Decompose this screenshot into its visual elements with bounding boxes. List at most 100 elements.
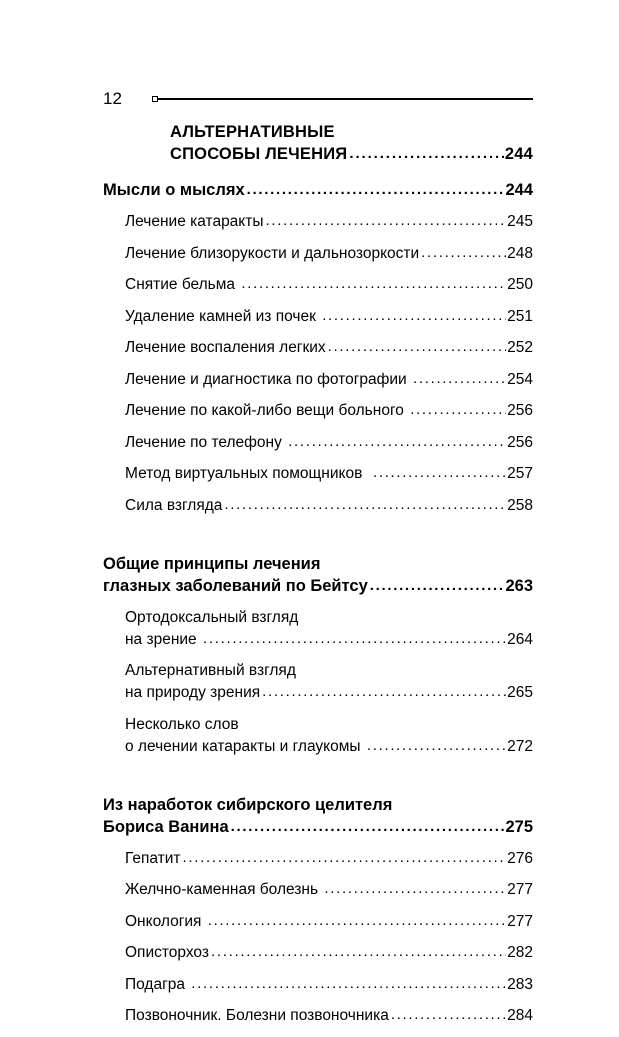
toc-entry-line-final: Онкология 277 xyxy=(125,911,533,933)
toc-entry-title: Позвоночник. Болезни позвоночника xyxy=(125,1007,389,1024)
toc-entry-title: АЛЬТЕРНАТИВНЫЕ xyxy=(170,123,335,141)
toc-entry-line-final: Метод виртуальных помощников 257 xyxy=(125,463,533,485)
toc-entry[interactable]: Удаление камней из почек 251 xyxy=(125,306,533,328)
dot-leader xyxy=(349,143,503,165)
dot-leader xyxy=(224,494,506,516)
toc-entry[interactable]: Сила взгляда 258 xyxy=(125,495,533,517)
toc-entry-page-number: 263 xyxy=(505,576,533,595)
toc-entry-page-number: 283 xyxy=(507,975,533,993)
toc-group-heading[interactable]: Из наработок сибирского целителя Бориса В… xyxy=(103,794,533,839)
toc-entry-title: Мысли о мыслях xyxy=(103,181,245,199)
dot-leader xyxy=(413,368,506,390)
toc-entry-line-final: Лечение катаракты 245 xyxy=(125,211,533,233)
toc-entry-title: Онкология xyxy=(125,912,206,930)
toc-entry[interactable]: Лечение по какой-либо вещи больного 256 xyxy=(125,400,533,422)
toc-entry[interactable]: Онкология 277 xyxy=(125,911,533,933)
toc-entry[interactable]: Желчно-каменная болезнь 277 xyxy=(125,879,533,901)
toc-entry[interactable]: Позвоночник. Болезни позвоночника 284 xyxy=(125,1005,533,1027)
toc-entry-line: Несколько слов xyxy=(125,714,533,736)
toc-entry-page-number: 254 xyxy=(507,370,533,388)
toc-entry-line-final: Лечение по телефону 256 xyxy=(125,432,533,454)
toc-entry[interactable]: Лечение по телефону 256 xyxy=(125,432,533,454)
toc-entry-title: Удаление камней из почек xyxy=(125,307,321,325)
toc-entry[interactable]: Снятие бельма 250 xyxy=(125,274,533,296)
toc-entry[interactable]: Подагра 283 xyxy=(125,974,533,996)
dot-leader xyxy=(183,847,507,869)
toc-entry[interactable]: Лечение и диагностика по фотографии 254 xyxy=(125,369,533,391)
toc-entry-title: о лечении катаракты и глаукомы xyxy=(125,737,365,755)
toc-entry-line-final: Лечение воспаления легких 252 xyxy=(125,337,533,359)
toc-entry-page-number: 251 xyxy=(507,307,533,325)
toc-entry-line-final: Гепатит 276 xyxy=(125,848,533,870)
toc-entry-title: Желчно-каменная болезнь xyxy=(125,881,323,898)
toc-entry-page-number: 256 xyxy=(507,402,533,419)
toc-entry-title: Альтернативный взгляд xyxy=(125,662,296,679)
dot-leader xyxy=(266,210,507,232)
toc-entry-page-number: 276 xyxy=(507,849,533,867)
toc-entry-title: глазных заболеваний по Бейтсу xyxy=(103,576,368,595)
page-header: 12 xyxy=(103,86,533,112)
toc-entry[interactable]: Несколько слов о лечении катаракты и глау… xyxy=(125,714,533,758)
toc-entry-title: Бориса Ванина xyxy=(103,817,229,836)
book-page: 12 АЛЬТЕРНАТИВНЫЕ СПОСОБЫ ЛЕЧЕНИЯ244 Мысли… xyxy=(0,0,619,1000)
toc-entry-page-number: 250 xyxy=(507,276,533,293)
toc-entry-line-final: Удаление камней из почек 251 xyxy=(125,306,533,328)
toc-entry-title: Описторхоз xyxy=(125,944,209,961)
toc-entry-line-final: на зрение 264 xyxy=(125,629,533,651)
toc-entry[interactable]: Гепатит 276 xyxy=(125,848,533,870)
dot-leader xyxy=(241,273,506,295)
toc-entry-line-final: о лечении катаракты и глаукомы 272 xyxy=(125,736,533,758)
toc-entry-page-number: 256 xyxy=(507,433,533,451)
toc-entry[interactable]: Метод виртуальных помощников 257 xyxy=(125,463,533,485)
toc-section-alternative-methods: АЛЬТЕРНАТИВНЫЕ СПОСОБЫ ЛЕЧЕНИЯ244 Мысли о … xyxy=(103,122,533,517)
dot-leader xyxy=(262,681,506,703)
toc-entry-page-number: 244 xyxy=(505,181,533,199)
toc-entry-title: Лечение воспаления легких xyxy=(125,339,326,356)
toc-entry[interactable]: Лечение близорукости и дальнозоркости 248 xyxy=(125,243,533,265)
toc-section-bates-principles: Общие принципы лечения глазных заболевани… xyxy=(103,553,533,758)
toc-entry-line-final: Описторхоз 282 xyxy=(125,942,533,964)
toc-group-heading[interactable]: Общие принципы лечения глазных заболевани… xyxy=(103,553,533,598)
toc-entry-page-number: 265 xyxy=(507,684,533,701)
toc-group-heading[interactable]: Мысли о мыслях 244 xyxy=(103,179,533,202)
toc-entry-line: Из наработок сибирского целителя xyxy=(103,794,533,816)
toc-section-heading[interactable]: АЛЬТЕРНАТИВНЫЕ СПОСОБЫ ЛЕЧЕНИЯ 244 xyxy=(170,122,533,165)
toc-entry-line-final: СПОСОБЫ ЛЕЧЕНИЯ 244 xyxy=(170,144,533,166)
toc-entry-page-number: 275 xyxy=(505,817,533,836)
dot-leader xyxy=(410,399,506,421)
toc-entry-title: Лечение и диагностика по фотографии xyxy=(125,370,411,388)
toc-entry-page-number: 277 xyxy=(507,912,533,930)
toc-entry-title: на зрение xyxy=(125,630,201,648)
toc-entry-title: Лечение по какой-либо вещи больного xyxy=(125,402,409,419)
toc-entry-title: Подагра xyxy=(125,975,190,993)
toc-entry[interactable]: Описторхоз 282 xyxy=(125,942,533,964)
toc-entry[interactable]: Альтернативный взгляд на природу зрения 26… xyxy=(125,660,533,704)
dot-leader xyxy=(203,628,506,650)
dot-leader xyxy=(367,735,506,757)
dot-leader xyxy=(328,336,506,358)
toc-entry[interactable]: Лечение катаракты 245 xyxy=(125,211,533,233)
dot-leader xyxy=(208,910,506,932)
toc-entry-page-number: 245 xyxy=(507,213,533,230)
toc-entry[interactable]: Лечение воспаления легких 252 xyxy=(125,337,533,359)
toc-entry-line-final: глазных заболеваний по Бейтсу 263 xyxy=(103,575,533,598)
toc-entry-line-final: Мысли о мыслях 244 xyxy=(103,179,533,202)
toc-entry-title: Гепатит xyxy=(125,849,181,867)
toc-entry-line: АЛЬТЕРНАТИВНЫЕ xyxy=(170,122,533,144)
table-of-contents: АЛЬТЕРНАТИВНЫЕ СПОСОБЫ ЛЕЧЕНИЯ244 Мысли о … xyxy=(103,122,533,1037)
toc-entry-title: Лечение по телефону xyxy=(125,433,287,451)
toc-entry-page-number: 257 xyxy=(507,465,533,482)
toc-entry-line-final: Желчно-каменная болезнь 277 xyxy=(125,879,533,901)
toc-entry-page-number: 244 xyxy=(504,144,533,163)
toc-entry-title: Лечение близорукости и дальнозоркости xyxy=(125,244,420,262)
toc-entry-line-final: на природу зрения 265 xyxy=(125,682,533,704)
page-number: 12 xyxy=(103,89,122,108)
toc-entry-title: на природу зрения xyxy=(125,684,261,701)
dot-leader xyxy=(322,305,506,327)
toc-entry[interactable]: Ортодоксальный взгляд на зрение 264 xyxy=(125,607,533,651)
toc-entry-title: Ортодоксальный взгляд xyxy=(125,608,299,626)
dot-leader xyxy=(421,242,506,264)
dot-leader xyxy=(324,878,506,900)
toc-entry-page-number: 252 xyxy=(507,339,533,356)
dot-leader xyxy=(211,941,506,963)
